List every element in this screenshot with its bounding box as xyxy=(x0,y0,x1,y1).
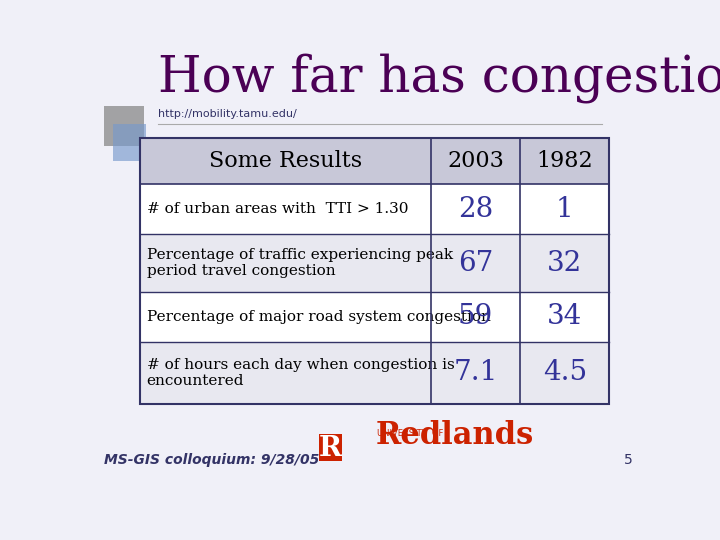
FancyBboxPatch shape xyxy=(140,342,431,403)
Text: 32: 32 xyxy=(547,249,582,276)
FancyBboxPatch shape xyxy=(319,434,342,461)
FancyBboxPatch shape xyxy=(520,184,609,234)
Text: Some Results: Some Results xyxy=(210,150,362,172)
FancyBboxPatch shape xyxy=(104,106,144,146)
FancyBboxPatch shape xyxy=(431,292,520,342)
Text: 4.5: 4.5 xyxy=(543,359,587,386)
FancyBboxPatch shape xyxy=(431,342,520,403)
FancyBboxPatch shape xyxy=(140,234,431,292)
Text: Percentage of traffic experiencing peak
period travel congestion: Percentage of traffic experiencing peak … xyxy=(147,248,453,278)
FancyBboxPatch shape xyxy=(520,138,609,184)
Text: Redlands: Redlands xyxy=(375,420,534,451)
FancyBboxPatch shape xyxy=(431,138,520,184)
FancyBboxPatch shape xyxy=(113,124,145,161)
FancyBboxPatch shape xyxy=(520,342,609,403)
FancyBboxPatch shape xyxy=(140,184,431,234)
Text: # of urban areas with  TTI > 1.30: # of urban areas with TTI > 1.30 xyxy=(147,202,408,216)
Text: R: R xyxy=(319,435,342,462)
Text: UNIVERSITY  OF: UNIVERSITY OF xyxy=(377,429,443,438)
FancyBboxPatch shape xyxy=(140,138,431,184)
Text: 67: 67 xyxy=(458,249,493,276)
FancyBboxPatch shape xyxy=(431,234,520,292)
Text: 2003: 2003 xyxy=(447,150,504,172)
Text: 28: 28 xyxy=(458,195,493,222)
Text: 1: 1 xyxy=(556,195,574,222)
Text: 1982: 1982 xyxy=(536,150,593,172)
Text: How far has congestion spread?: How far has congestion spread? xyxy=(158,53,720,103)
Text: # of hours each day when congestion is
encountered: # of hours each day when congestion is e… xyxy=(147,357,454,388)
Text: http://mobility.tamu.edu/: http://mobility.tamu.edu/ xyxy=(158,109,297,119)
Text: 34: 34 xyxy=(547,303,582,330)
Text: 59: 59 xyxy=(458,303,493,330)
FancyBboxPatch shape xyxy=(431,184,520,234)
Text: MS-GIS colloquium: 9/28/05: MS-GIS colloquium: 9/28/05 xyxy=(104,453,319,467)
FancyBboxPatch shape xyxy=(140,292,431,342)
FancyBboxPatch shape xyxy=(520,292,609,342)
Text: Percentage of major road system congestion: Percentage of major road system congesti… xyxy=(147,310,490,324)
FancyBboxPatch shape xyxy=(520,234,609,292)
Text: 7.1: 7.1 xyxy=(454,359,498,386)
Text: 5: 5 xyxy=(624,453,632,467)
